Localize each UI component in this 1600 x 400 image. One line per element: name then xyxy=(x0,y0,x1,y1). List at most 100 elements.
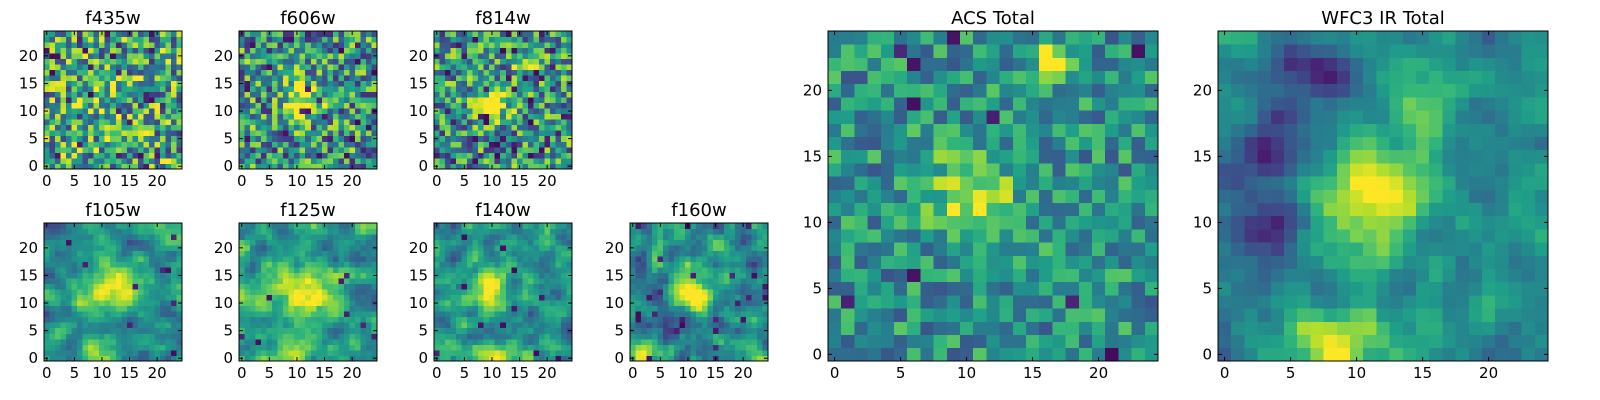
heatmap-cell xyxy=(500,261,507,268)
heatmap-cell xyxy=(745,250,752,257)
heatmap-cell xyxy=(880,215,895,230)
heatmap-cell xyxy=(533,338,540,345)
heatmap-cell xyxy=(538,245,545,251)
heatmap-cell xyxy=(500,146,507,153)
heatmap-cell xyxy=(332,349,339,356)
heatmap-cell xyxy=(250,163,256,170)
heatmap-cell xyxy=(244,130,251,137)
heatmap-cell xyxy=(305,300,312,307)
heatmap-cell xyxy=(1092,255,1106,269)
heatmap-cell xyxy=(533,163,540,170)
heatmap-cell xyxy=(880,255,895,269)
heatmap-cell xyxy=(305,349,312,356)
heatmap-cell xyxy=(445,42,451,48)
heatmap-cell xyxy=(646,311,653,318)
heatmap-cell xyxy=(511,124,518,131)
heatmap-cell xyxy=(461,283,468,290)
heatmap-cell xyxy=(165,102,172,109)
heatmap-cell xyxy=(489,278,496,285)
heatmap-cell xyxy=(1105,295,1119,309)
heatmap-cell xyxy=(110,316,117,323)
heatmap-cell xyxy=(121,47,128,54)
heatmap-cell xyxy=(165,223,172,229)
heatmap-cell xyxy=(354,75,361,82)
heatmap-cell xyxy=(828,268,842,283)
heatmap-cell xyxy=(261,256,267,262)
heatmap-cell xyxy=(305,58,312,65)
heatmap-cell xyxy=(756,289,763,296)
heatmap-cell xyxy=(288,152,295,159)
heatmap-cell xyxy=(93,305,100,312)
heatmap-cell xyxy=(283,316,290,323)
heatmap-cell xyxy=(115,355,122,362)
heatmap-cell xyxy=(483,300,490,307)
heatmap-cell xyxy=(332,278,339,285)
heatmap-cell xyxy=(641,349,647,356)
heatmap-cell xyxy=(71,278,78,285)
heatmap-cell xyxy=(560,108,567,115)
heatmap-cell xyxy=(445,223,451,229)
heatmap-cell xyxy=(472,250,479,257)
heatmap-cell xyxy=(332,333,339,340)
heatmap-cell xyxy=(360,344,367,351)
heatmap-cell xyxy=(360,113,367,120)
heatmap-cell xyxy=(126,239,133,246)
heatmap-cell xyxy=(288,146,295,153)
heatmap-cell xyxy=(450,75,457,82)
heatmap-cell xyxy=(338,250,345,257)
heatmap-cell xyxy=(734,300,741,307)
heatmap-cell xyxy=(1052,295,1066,309)
heatmap-cell xyxy=(255,146,262,153)
heatmap-cell xyxy=(718,256,725,262)
heatmap-cell xyxy=(472,289,479,296)
heatmap-cell xyxy=(349,289,356,296)
heatmap-cell xyxy=(933,229,948,243)
heatmap-cell xyxy=(1012,268,1027,283)
heatmap-cell xyxy=(549,102,556,109)
heatmap-cell xyxy=(349,305,356,312)
heatmap-cell xyxy=(283,163,290,170)
heatmap-cell xyxy=(66,234,72,240)
heatmap-cell xyxy=(679,305,686,312)
heatmap-cell xyxy=(121,245,128,251)
heatmap-cell xyxy=(756,305,763,312)
heatmap-cell xyxy=(49,311,56,318)
heatmap-cell xyxy=(332,283,339,290)
heatmap-cell xyxy=(88,64,95,70)
heatmap-cell xyxy=(66,102,72,109)
heatmap-cell xyxy=(483,75,490,82)
heatmap-cell xyxy=(148,163,155,170)
heatmap-cell xyxy=(439,338,446,345)
heatmap-cell xyxy=(66,113,72,120)
heatmap-cell xyxy=(986,215,1000,230)
heatmap-cell xyxy=(360,91,367,98)
heatmap-cell xyxy=(483,157,490,164)
heatmap-cell xyxy=(652,234,658,240)
heatmap-cell xyxy=(371,86,378,93)
heatmap-cell xyxy=(272,234,278,240)
heatmap-cell xyxy=(445,239,451,246)
heatmap-cell xyxy=(560,130,567,137)
heatmap-cell xyxy=(745,267,752,274)
heatmap-cell xyxy=(756,344,763,351)
heatmap-cell xyxy=(310,355,317,362)
heatmap-cell xyxy=(143,256,150,262)
heatmap-cell xyxy=(841,229,855,243)
heatmap-cell xyxy=(1144,295,1159,309)
heatmap-cell xyxy=(641,256,647,262)
heatmap-cell xyxy=(434,157,440,164)
heatmap-cell xyxy=(60,113,67,120)
heatmap-cell xyxy=(343,300,350,307)
heatmap-cell xyxy=(641,305,647,312)
heatmap-cell xyxy=(170,119,177,126)
heatmap-cell xyxy=(439,31,446,37)
heatmap-cell xyxy=(751,256,758,262)
heatmap-cell xyxy=(467,86,473,93)
heatmap-cell xyxy=(527,91,534,98)
heatmap-cell xyxy=(99,234,106,240)
heatmap-cell xyxy=(71,135,78,142)
heatmap-cell xyxy=(467,338,473,345)
heatmap-cell xyxy=(723,261,730,268)
heatmap-cell xyxy=(762,261,769,268)
heatmap-cell xyxy=(277,163,284,170)
